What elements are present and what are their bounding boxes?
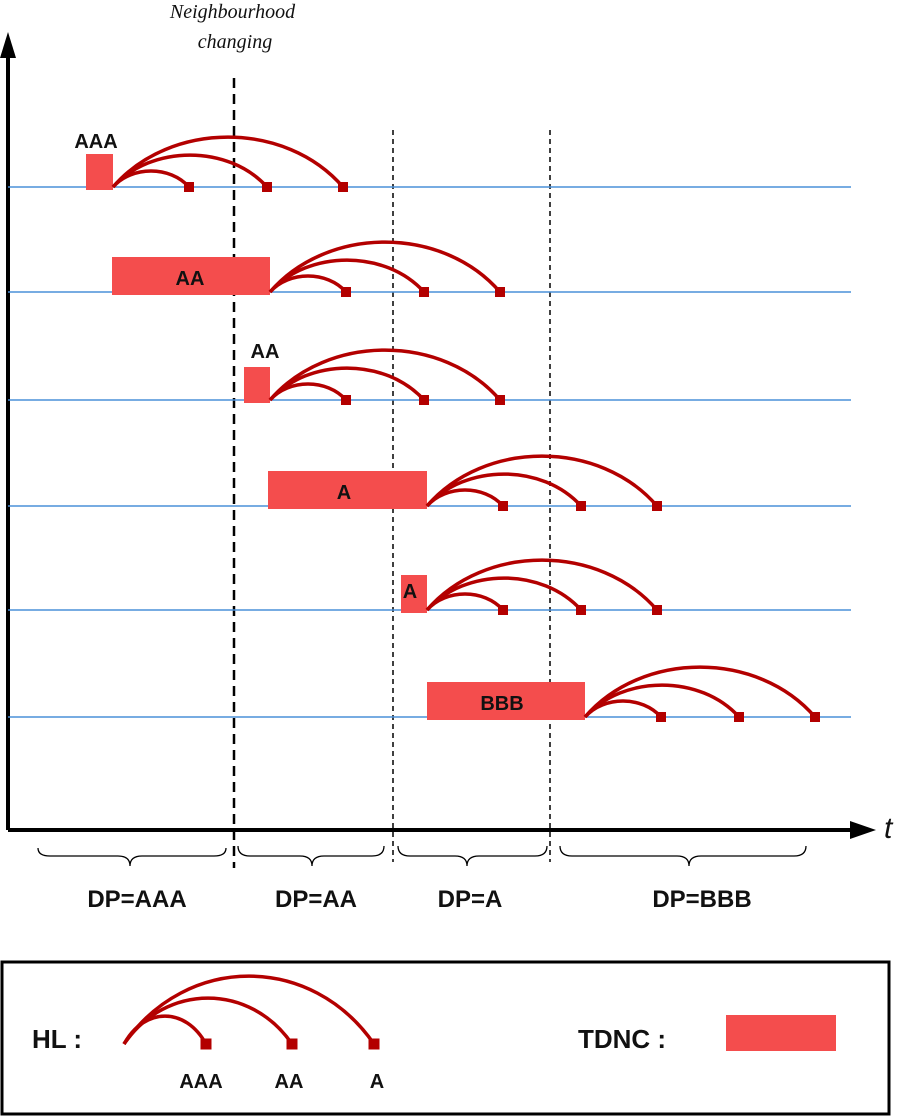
- tdnc-bar: [427, 682, 585, 720]
- brace-1: [37, 847, 227, 867]
- brace-4: [559, 845, 807, 867]
- legend-tdnc-swatch: [726, 1015, 836, 1051]
- period-label: DP=AAA: [87, 886, 186, 913]
- hl-endpoint-marker: [498, 605, 508, 615]
- hl-endpoint-marker: [576, 501, 586, 511]
- hl-endpoint-marker: [341, 395, 351, 405]
- hl-arc: [583, 665, 817, 719]
- period-label: DP=BBB: [652, 886, 751, 913]
- hl-endpoint-marker: [495, 395, 505, 405]
- period-separators: [232, 78, 551, 868]
- hl-endpoint-marker: [200, 1038, 212, 1050]
- tdnc-label: AA: [251, 341, 280, 363]
- hl-endpoint-marker: [498, 501, 508, 511]
- neighbourhood-changing-note: Neighbourhood changing: [169, 1, 300, 53]
- period-label: DP=AA: [275, 886, 357, 913]
- hl-endpoint-marker: [576, 605, 586, 615]
- hl-endpoint-marker: [652, 605, 662, 615]
- hl-endpoint-marker: [338, 182, 348, 192]
- timeline-row: AAA: [8, 131, 851, 192]
- tdnc-label: A: [337, 482, 351, 504]
- tdnc-bar: [86, 154, 113, 190]
- tdnc-bar: [244, 367, 270, 403]
- timeline-row: BBB: [8, 665, 851, 722]
- timeline-row: A: [8, 558, 851, 615]
- legend: HL : AAA AA A TDNC :: [0, 960, 891, 1116]
- hl-endpoint-marker: [734, 712, 744, 722]
- tdnc-bar: [112, 257, 270, 295]
- hl-endpoint-marker: [184, 182, 194, 192]
- legend-hl-symbol: [122, 974, 380, 1050]
- tdnc-label: AAA: [74, 131, 117, 153]
- hl-endpoint-marker: [810, 712, 820, 722]
- x-axis-arrowhead: [850, 821, 876, 839]
- hl-arc: [425, 454, 659, 508]
- hl-endpoint-marker: [286, 1038, 298, 1050]
- legend-hl-target-label: AAA: [179, 1071, 222, 1093]
- tdnc-label: BBB: [480, 693, 523, 715]
- tdnc-bar: [268, 471, 427, 509]
- time-axis-label: t: [884, 812, 894, 845]
- hl-endpoint-marker: [262, 182, 272, 192]
- hl-endpoint-marker: [368, 1038, 380, 1050]
- legend-hl-target-label: AA: [275, 1071, 304, 1093]
- hl-arc: [111, 135, 345, 189]
- hl-endpoint-marker: [419, 287, 429, 297]
- legend-hl-label: HL :: [32, 1024, 82, 1054]
- timeline-row: AA: [8, 341, 851, 405]
- timeline-row: AA: [8, 240, 851, 297]
- brace-2: [237, 845, 385, 867]
- hl-endpoint-marker: [419, 395, 429, 405]
- legend-hl-target-label: A: [370, 1071, 384, 1093]
- hl-endpoint-marker: [495, 287, 505, 297]
- tdnc-label: AA: [176, 268, 205, 290]
- brace-3: [397, 845, 548, 867]
- period-label: DP=A: [438, 886, 503, 913]
- period-braces: [37, 845, 807, 867]
- hl-endpoint-marker: [652, 501, 662, 511]
- timeline-row: A: [8, 454, 851, 511]
- y-axis-arrowhead: [0, 32, 16, 58]
- hl-arc: [122, 974, 376, 1045]
- hl-arc: [268, 348, 502, 402]
- hl-arc: [268, 240, 502, 294]
- axes: t: [0, 32, 894, 845]
- hl-arc: [425, 558, 659, 612]
- tdnc-bar: [401, 575, 427, 613]
- period-labels: DP=AAA DP=AA DP=A DP=BBB: [87, 886, 751, 913]
- hl-endpoint-marker: [341, 287, 351, 297]
- legend-tdnc-label: TDNC :: [578, 1024, 666, 1054]
- tdnc-label: A: [403, 581, 417, 603]
- hl-endpoint-marker: [656, 712, 666, 722]
